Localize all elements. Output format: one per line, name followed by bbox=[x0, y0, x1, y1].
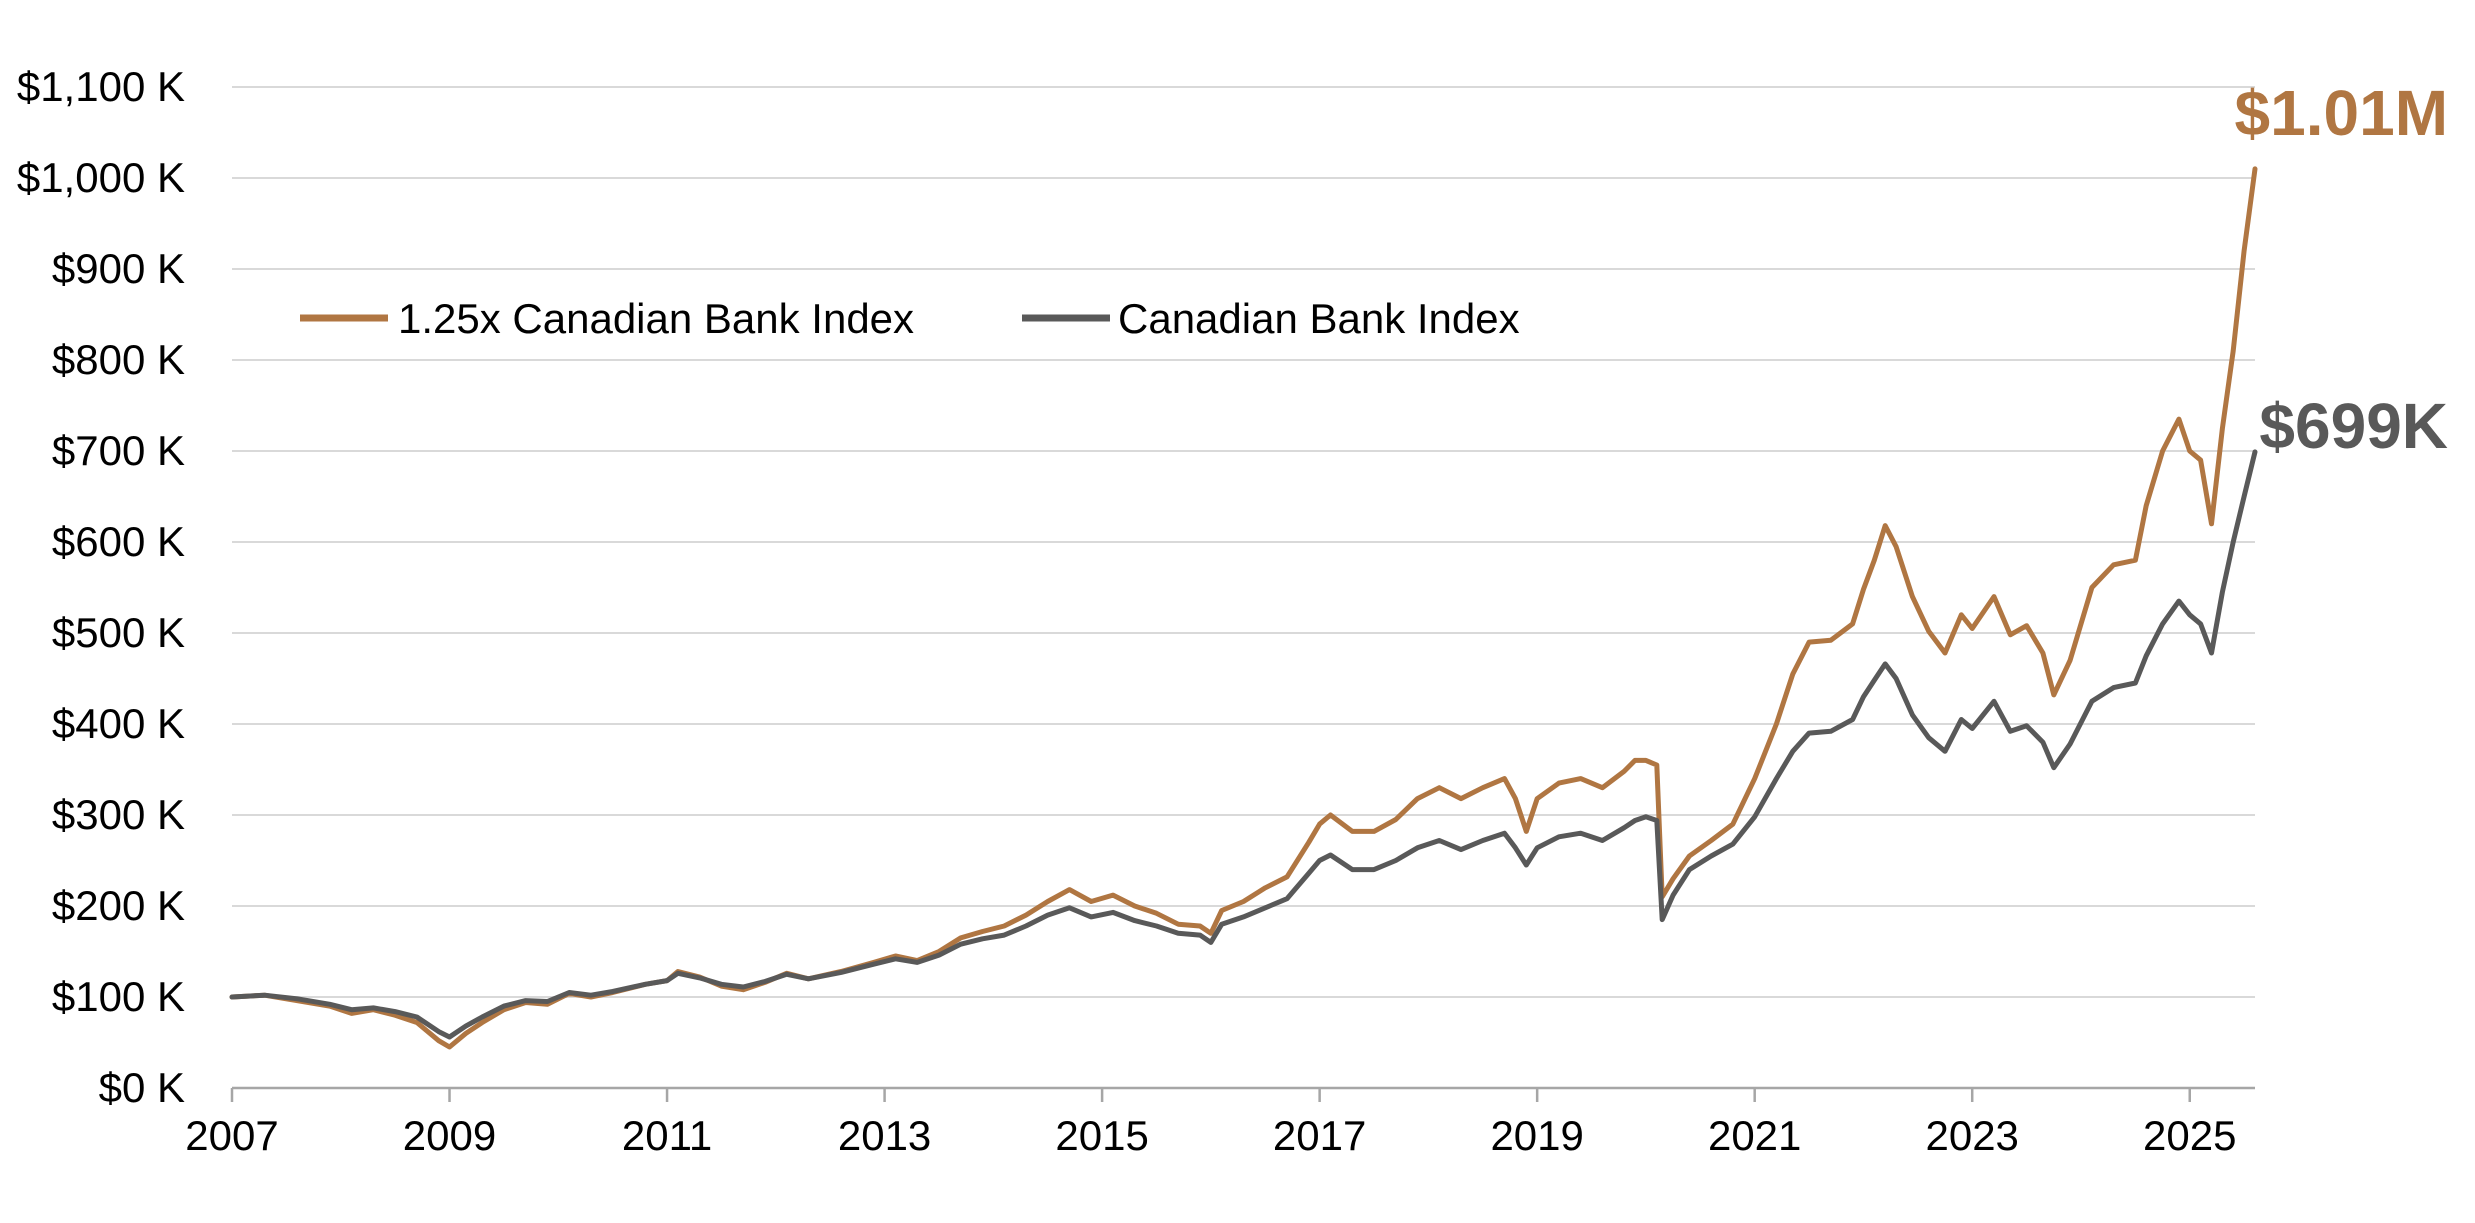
y-tick-label: $1,100 K bbox=[17, 63, 185, 110]
y-tick-label: $0 K bbox=[99, 1064, 185, 1111]
y-tick-label: $600 K bbox=[52, 518, 185, 565]
legend-label-index: Canadian Bank Index bbox=[1118, 295, 1520, 342]
x-tick-label: 2017 bbox=[1273, 1112, 1366, 1159]
y-tick-label: $400 K bbox=[52, 700, 185, 747]
series-lines bbox=[229, 166, 2258, 1050]
x-tick-label: 2015 bbox=[1055, 1112, 1148, 1159]
y-tick-label: $800 K bbox=[52, 336, 185, 383]
x-tick-label: 2011 bbox=[622, 1112, 712, 1159]
end-value-label-index: $699K bbox=[2259, 390, 2448, 462]
y-tick-label: $500 K bbox=[52, 609, 185, 656]
legend-label-leveraged: 1.25x Canadian Bank Index bbox=[398, 295, 914, 342]
y-axis-tick-labels: $0 K $100 K $200 K $300 K $400 K $500 K $600 K… bbox=[17, 63, 185, 1111]
series-line-index bbox=[229, 449, 2258, 1040]
y-tick-label: $300 K bbox=[52, 791, 185, 838]
x-tick-label: 2013 bbox=[838, 1112, 931, 1159]
y-tick-label: $100 K bbox=[52, 973, 185, 1020]
y-tick-label: $900 K bbox=[52, 245, 185, 292]
x-tick-label: 2025 bbox=[2143, 1112, 2236, 1159]
y-tick-label: $1,000 K bbox=[17, 154, 185, 201]
y-tick-label: $700 K bbox=[52, 427, 185, 474]
x-tick-label: 2023 bbox=[1925, 1112, 2018, 1159]
gridlines bbox=[232, 86, 2255, 998]
end-value-label-leveraged: $1.01M bbox=[2235, 77, 2448, 149]
x-tick-label: 2007 bbox=[185, 1112, 278, 1159]
x-tick-label: 2021 bbox=[1708, 1112, 1801, 1159]
y-tick-label: $200 K bbox=[52, 882, 185, 929]
x-tick-label: 2009 bbox=[403, 1112, 496, 1159]
legend: 1.25x Canadian Bank Index Canadian Bank … bbox=[300, 295, 1520, 342]
x-tick-label: 2019 bbox=[1490, 1112, 1583, 1159]
x-axis-ticks: 2007 2009 2011 2013 2015 2017 2019 2021 2023 2025 bbox=[185, 1088, 2236, 1159]
